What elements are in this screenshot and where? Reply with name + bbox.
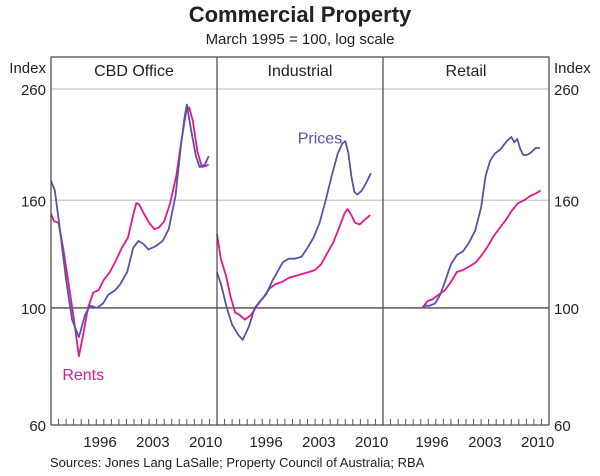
x-tick-label: 2003 xyxy=(136,434,169,451)
y-tick-label-left: 60 xyxy=(29,418,46,435)
x-tick-label: 2010 xyxy=(189,434,222,451)
x-tick-label: 2003 xyxy=(468,434,501,451)
y-axis-label-right: Index xyxy=(554,60,591,77)
panel-title-retail: Retail xyxy=(446,63,487,80)
series-layer xyxy=(50,103,542,358)
grid-layer xyxy=(51,88,549,309)
y-axis-label-left: Index xyxy=(9,60,46,77)
series-cbd-office-prices xyxy=(50,103,210,339)
chart-subtitle: March 1995 = 100, log scale xyxy=(205,31,395,48)
x-tick-label: 1996 xyxy=(415,434,448,451)
annotation-rents: Rents xyxy=(62,367,104,384)
y-tick-label-right: 100 xyxy=(554,301,579,318)
y-tick-label-left: 100 xyxy=(21,301,46,318)
y-tick-label-right: 160 xyxy=(554,193,579,210)
series-retail-prices xyxy=(421,135,540,309)
y-tick-label-right: 260 xyxy=(554,82,579,99)
x-tick-label: 1996 xyxy=(83,434,116,451)
x-tick-label: 1996 xyxy=(249,434,282,451)
label-layer: CBD Office 1996 2003 2010 Industrial 1996 2003… xyxy=(9,60,591,451)
x-tick-label: 2003 xyxy=(302,434,335,451)
x-tick-label: 2010 xyxy=(521,434,554,451)
annotation-prices: Prices xyxy=(298,130,342,147)
panel-title-cbd-office: CBD Office xyxy=(94,63,174,80)
series-cbd-office-rents xyxy=(50,106,210,358)
source-note: Sources: Jones Lang LaSalle; Property Co… xyxy=(50,455,425,470)
frame-layer xyxy=(50,56,550,426)
series-industrial-rents xyxy=(216,208,371,321)
y-tick-label-right: 60 xyxy=(554,418,571,435)
x-tick-label: 2010 xyxy=(355,434,388,451)
series-industrial-prices xyxy=(216,140,372,341)
y-tick-label-left: 160 xyxy=(21,193,46,210)
y-tick-label-left: 260 xyxy=(21,82,46,99)
chart-title: Commercial Property xyxy=(188,2,412,27)
panel-title-industrial: Industrial xyxy=(268,63,333,80)
